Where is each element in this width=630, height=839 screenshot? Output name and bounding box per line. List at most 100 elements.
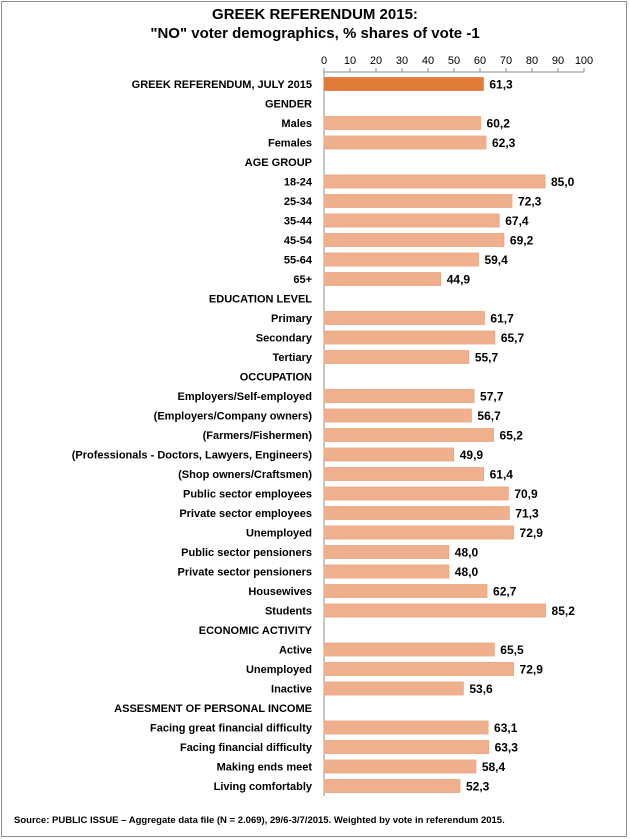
- data-label: 65,5: [500, 643, 524, 657]
- bar: [323, 584, 488, 598]
- category-header: ECONOMIC ACTIVITY: [199, 625, 313, 637]
- data-label: 71,3: [515, 507, 539, 521]
- x-tick-label: 40: [422, 55, 434, 67]
- bar: [323, 486, 509, 501]
- category-label: Facing financial difficulty: [180, 742, 313, 754]
- x-tick-label: 60: [474, 55, 486, 67]
- category-label: Tertiary: [272, 352, 312, 364]
- data-label: 53,6: [469, 682, 493, 696]
- bar: [323, 779, 461, 793]
- data-label: 72,9: [520, 526, 544, 540]
- bar: [323, 311, 485, 325]
- data-label: 85,2: [552, 604, 576, 618]
- category-label: (Farmers/Fishermen): [203, 430, 313, 442]
- category-label: Making ends meet: [217, 762, 313, 774]
- bar: [323, 252, 479, 267]
- category-label: Males: [281, 118, 312, 130]
- category-header: ASSESMENT OF PERSONAL INCOME: [114, 703, 312, 715]
- category-label: Facing great financial difficulty: [150, 723, 313, 735]
- data-label: 48,0: [455, 546, 479, 560]
- data-label: 72,3: [518, 195, 542, 209]
- data-label: 60,2: [487, 117, 511, 131]
- x-tick-label: 30: [396, 55, 408, 67]
- bar: [323, 642, 495, 657]
- bar: [323, 447, 455, 462]
- data-label: 52,3: [466, 780, 490, 794]
- bar: [323, 389, 475, 403]
- category-label: Unemployed: [246, 528, 312, 540]
- bar: [323, 272, 442, 286]
- bar: [323, 525, 514, 540]
- category-label: Public sector employees: [183, 489, 312, 501]
- bar: [323, 740, 489, 754]
- data-label: 63,1: [494, 721, 518, 735]
- bar: [323, 330, 496, 345]
- data-label: 57,7: [480, 390, 504, 404]
- data-label: 65,7: [501, 331, 525, 345]
- data-label: 69,2: [510, 234, 534, 248]
- category-header: GENDER: [265, 99, 312, 111]
- chart-subtitle: "NO" voter demographics, % shares of vot…: [150, 25, 480, 42]
- category-label: Living comfortably: [214, 781, 313, 793]
- data-label: 65,2: [500, 429, 524, 443]
- x-tick-label: 50: [448, 55, 460, 67]
- category-label: Private sector pensioners: [177, 567, 312, 579]
- bar: [323, 408, 472, 423]
- bar: [323, 194, 513, 208]
- category-label: Primary: [271, 313, 313, 325]
- data-label: 59,4: [484, 253, 508, 267]
- bar: [323, 467, 485, 481]
- bar: [323, 174, 546, 189]
- category-label: Females: [268, 138, 312, 150]
- category-label: 55-64: [284, 255, 313, 267]
- x-tick-label: 90: [552, 55, 564, 67]
- bar: [323, 213, 500, 228]
- data-label: 55,7: [475, 351, 499, 365]
- source-note: Source: PUBLIC ISSUE – Aggregate data fi…: [14, 815, 505, 826]
- bar: [323, 603, 546, 618]
- category-label: Private sector employees: [179, 508, 312, 520]
- category-label: Students: [265, 606, 312, 618]
- bar: [323, 681, 464, 696]
- category-label: GREEK REFERENDUM, JULY 2015: [132, 79, 312, 91]
- category-label: Unemployed: [246, 664, 312, 676]
- data-label: 61,3: [489, 78, 513, 92]
- data-label: 67,4: [505, 214, 529, 228]
- data-label: 48,0: [455, 565, 479, 579]
- category-label: Active: [279, 645, 312, 657]
- category-label: 65+: [293, 274, 312, 286]
- category-label: (Employers/Company owners): [154, 411, 313, 423]
- data-label: 62,3: [492, 136, 516, 150]
- category-header: EDUCATION LEVEL: [209, 294, 312, 306]
- x-tick-label: 10: [344, 55, 356, 67]
- data-label: 61,7: [490, 312, 514, 326]
- x-tick-label: 20: [370, 55, 382, 67]
- category-label: 18-24: [284, 177, 313, 189]
- bar-chart: 0 10 20 30 40 50 60 70 80 90 100 GREEK REFERENDUM, …: [72, 55, 593, 796]
- category-label: 35-44: [284, 216, 313, 228]
- category-label: 45-54: [284, 235, 313, 247]
- data-label: 62,7: [493, 585, 517, 599]
- data-label: 44,9: [447, 273, 471, 287]
- bar: [323, 564, 450, 579]
- bar: [323, 116, 481, 130]
- bar: [323, 233, 505, 247]
- data-label: 72,9: [520, 663, 544, 677]
- bar: [323, 135, 487, 150]
- category-label: Housewives: [248, 586, 312, 598]
- category-label: Employers/Self-employed: [178, 391, 313, 403]
- data-label: 61,4: [490, 468, 514, 482]
- x-tick-label: 0: [321, 55, 327, 67]
- category-label: (Shop owners/Craftsmen): [178, 469, 312, 481]
- bar: [323, 662, 514, 676]
- x-tick-label: 70: [500, 55, 512, 67]
- bar: [323, 350, 470, 364]
- chart-title: GREEK REFERENDUM 2015:: [212, 6, 418, 23]
- category-label: 25-34: [284, 196, 313, 208]
- data-label: 85,0: [551, 175, 575, 189]
- category-label: Inactive: [271, 684, 312, 696]
- data-label: 58,4: [482, 760, 506, 774]
- category-label: Secondary: [256, 333, 313, 345]
- category-header: AGE GROUP: [245, 157, 312, 169]
